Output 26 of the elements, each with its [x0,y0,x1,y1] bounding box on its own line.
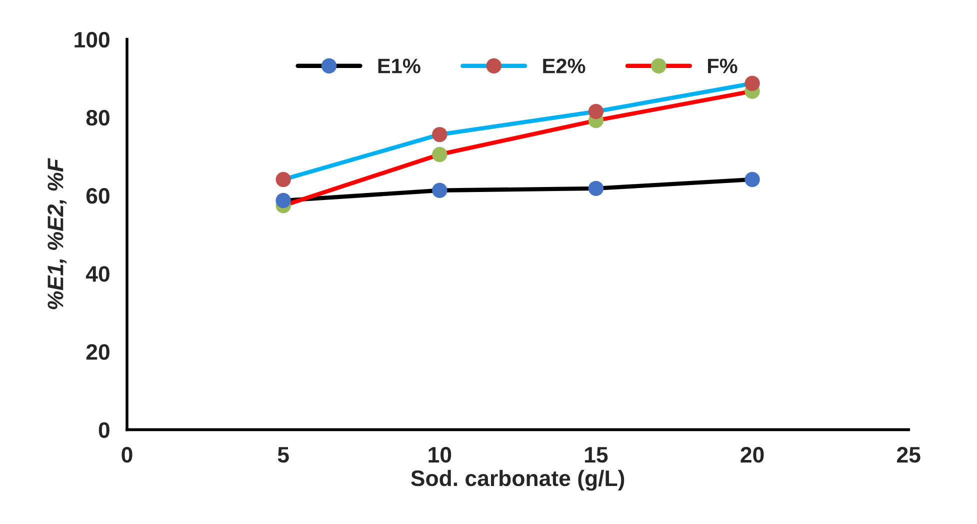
point [588,104,604,120]
point [432,146,448,162]
point [744,172,760,188]
x-tick-label: 15 [585,447,608,463]
y-tick-label: 40 [86,266,110,282]
y-axis-title: %E1, %E2, %F [48,158,67,310]
x-tick-label: 25 [897,446,920,463]
point [276,192,291,208]
x-tick-label: 10 [428,446,452,463]
legend-label: E2% [543,58,586,74]
x-axis-title: Sod. carbonate (g/L) [411,470,624,491]
point [588,180,604,196]
y-tick-label: 60 [86,188,110,204]
point [744,76,760,92]
x-tick-label: 20 [740,446,764,463]
y-tick-label: 20 [86,344,110,360]
legend-label: E1% [378,58,420,74]
point [432,182,448,198]
x-tick-label: 0 [122,446,132,463]
point [432,126,448,142]
y-tick-label: 80 [86,110,110,126]
y-tick-label: 0 [98,422,110,438]
legend-label: F% [708,58,738,74]
y-tick-label: 100 [74,32,110,48]
x-tick-label: 5 [278,447,289,463]
point [276,172,291,188]
